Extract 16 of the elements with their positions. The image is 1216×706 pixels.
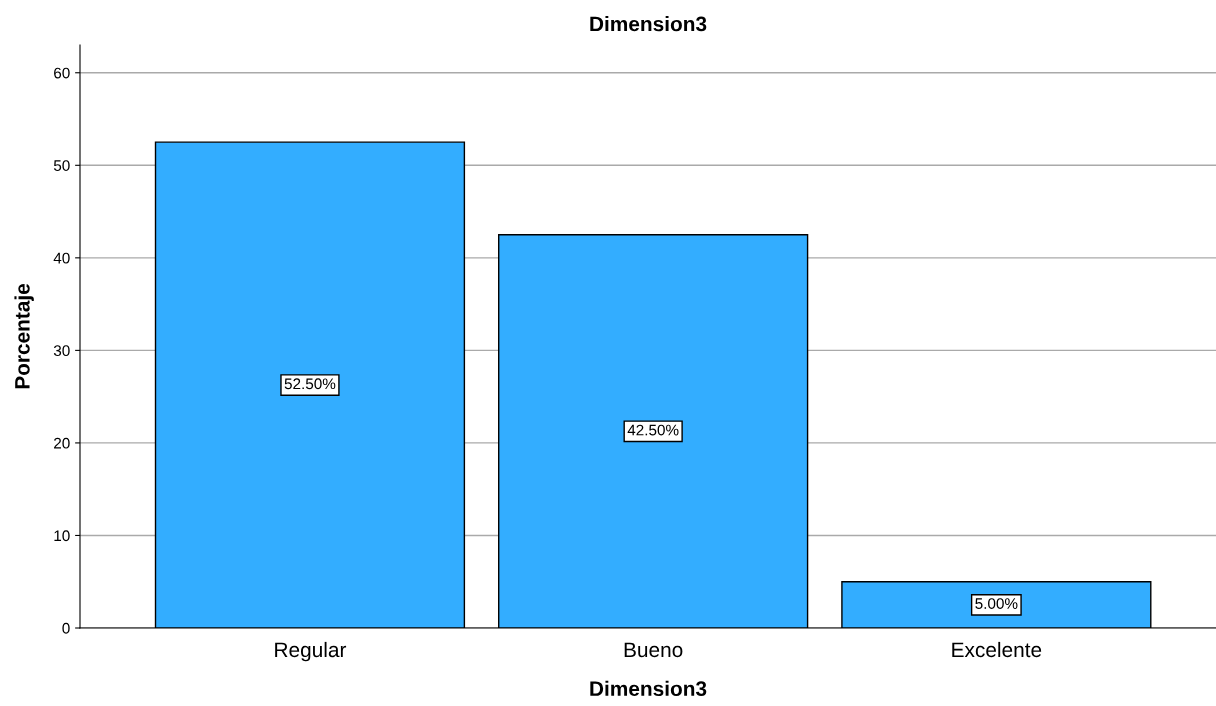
x-tick-label: Regular [275,641,347,662]
y-tick-label: 20 [54,437,70,449]
y-tick-label: 10 [54,530,70,542]
x-tick-label: Bueno [624,642,683,658]
y-axis-title: Porcentaje [14,283,34,389]
x-axis-title: Dimension3 [590,680,707,697]
y-tick-label: 30 [53,345,70,357]
data-label: 5.00% [975,598,1018,609]
data-label: 52.50% [284,378,336,390]
y-tick-label: 0 [62,622,70,634]
y-tick-label: 50 [53,160,70,171]
x-tick-label: Excelente [952,641,1042,658]
y-tick-label: 40 [53,252,70,264]
y-tick-label: 60 [54,67,70,79]
chart-title: Dimension3 [590,16,707,32]
data-label: 42.50% [627,424,679,436]
